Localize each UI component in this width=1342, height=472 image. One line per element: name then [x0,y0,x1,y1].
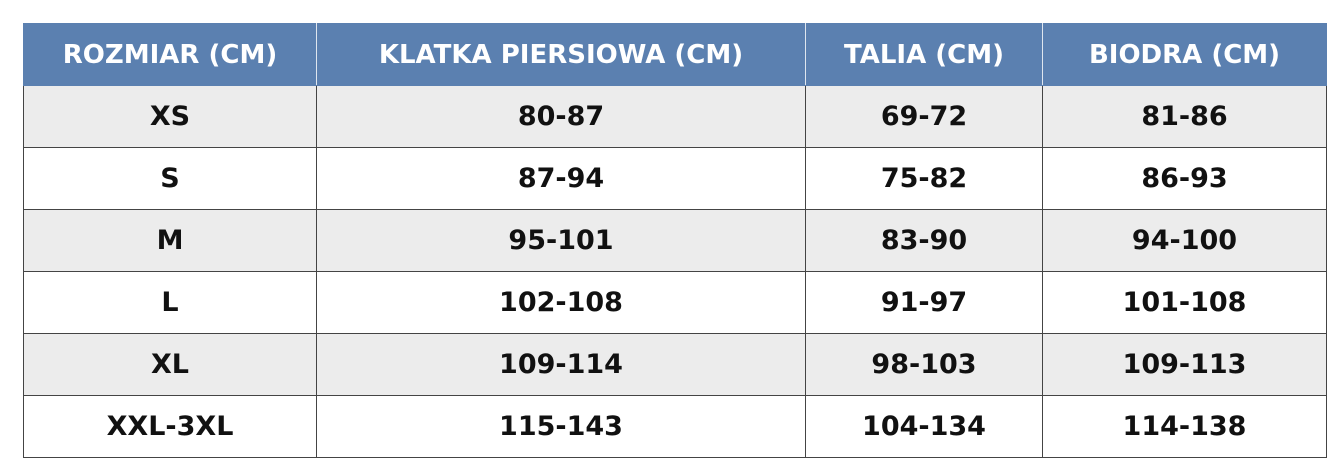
table-cell: 114-138 [1042,395,1327,458]
table-cell: 109-113 [1042,333,1327,396]
table-cell: 94-100 [1042,209,1327,272]
table-cell: 104-134 [805,395,1043,458]
size-table: ROZMIAR (CM) KLATKA PIERSIOWA (CM) TALIA (… [23,23,1327,458]
table-cell: 115-143 [316,395,806,458]
table-cell: 95-101 [316,209,806,272]
table-cell: 101-108 [1042,271,1327,334]
table-cell: 98-103 [805,333,1043,396]
table-row: L 102-108 91-97 101-108 [23,271,1327,334]
table-cell: 91-97 [805,271,1043,334]
table-cell: XS [23,85,317,148]
table-cell: 69-72 [805,85,1043,148]
table-cell: XXL-3XL [23,395,317,458]
table-cell: XL [23,333,317,396]
table-cell: M [23,209,317,272]
table-cell: S [23,147,317,210]
header-cell: TALIA (CM) [805,23,1043,86]
table-body: XS 80-87 69-72 81-86 S 87-94 75-82 86-93 M 95-101… [23,85,1327,458]
table-row: XXL-3XL 115-143 104-134 114-138 [23,395,1327,458]
table-cell: 81-86 [1042,85,1327,148]
table-row: XL 109-114 98-103 109-113 [23,333,1327,396]
table-cell: 83-90 [805,209,1043,272]
table-cell: L [23,271,317,334]
table-cell: 109-114 [316,333,806,396]
table-cell: 80-87 [316,85,806,148]
table-cell: 87-94 [316,147,806,210]
table-cell: 102-108 [316,271,806,334]
table-row: S 87-94 75-82 86-93 [23,147,1327,210]
header-cell: KLATKA PIERSIOWA (CM) [316,23,806,86]
table-row: M 95-101 83-90 94-100 [23,209,1327,272]
header-cell: ROZMIAR (CM) [23,23,317,86]
table-cell: 75-82 [805,147,1043,210]
table-row: XS 80-87 69-72 81-86 [23,85,1327,148]
header-cell: BIODRA (CM) [1042,23,1327,86]
table-cell: 86-93 [1042,147,1327,210]
header-row: ROZMIAR (CM) KLATKA PIERSIOWA (CM) TALIA (… [23,23,1327,86]
